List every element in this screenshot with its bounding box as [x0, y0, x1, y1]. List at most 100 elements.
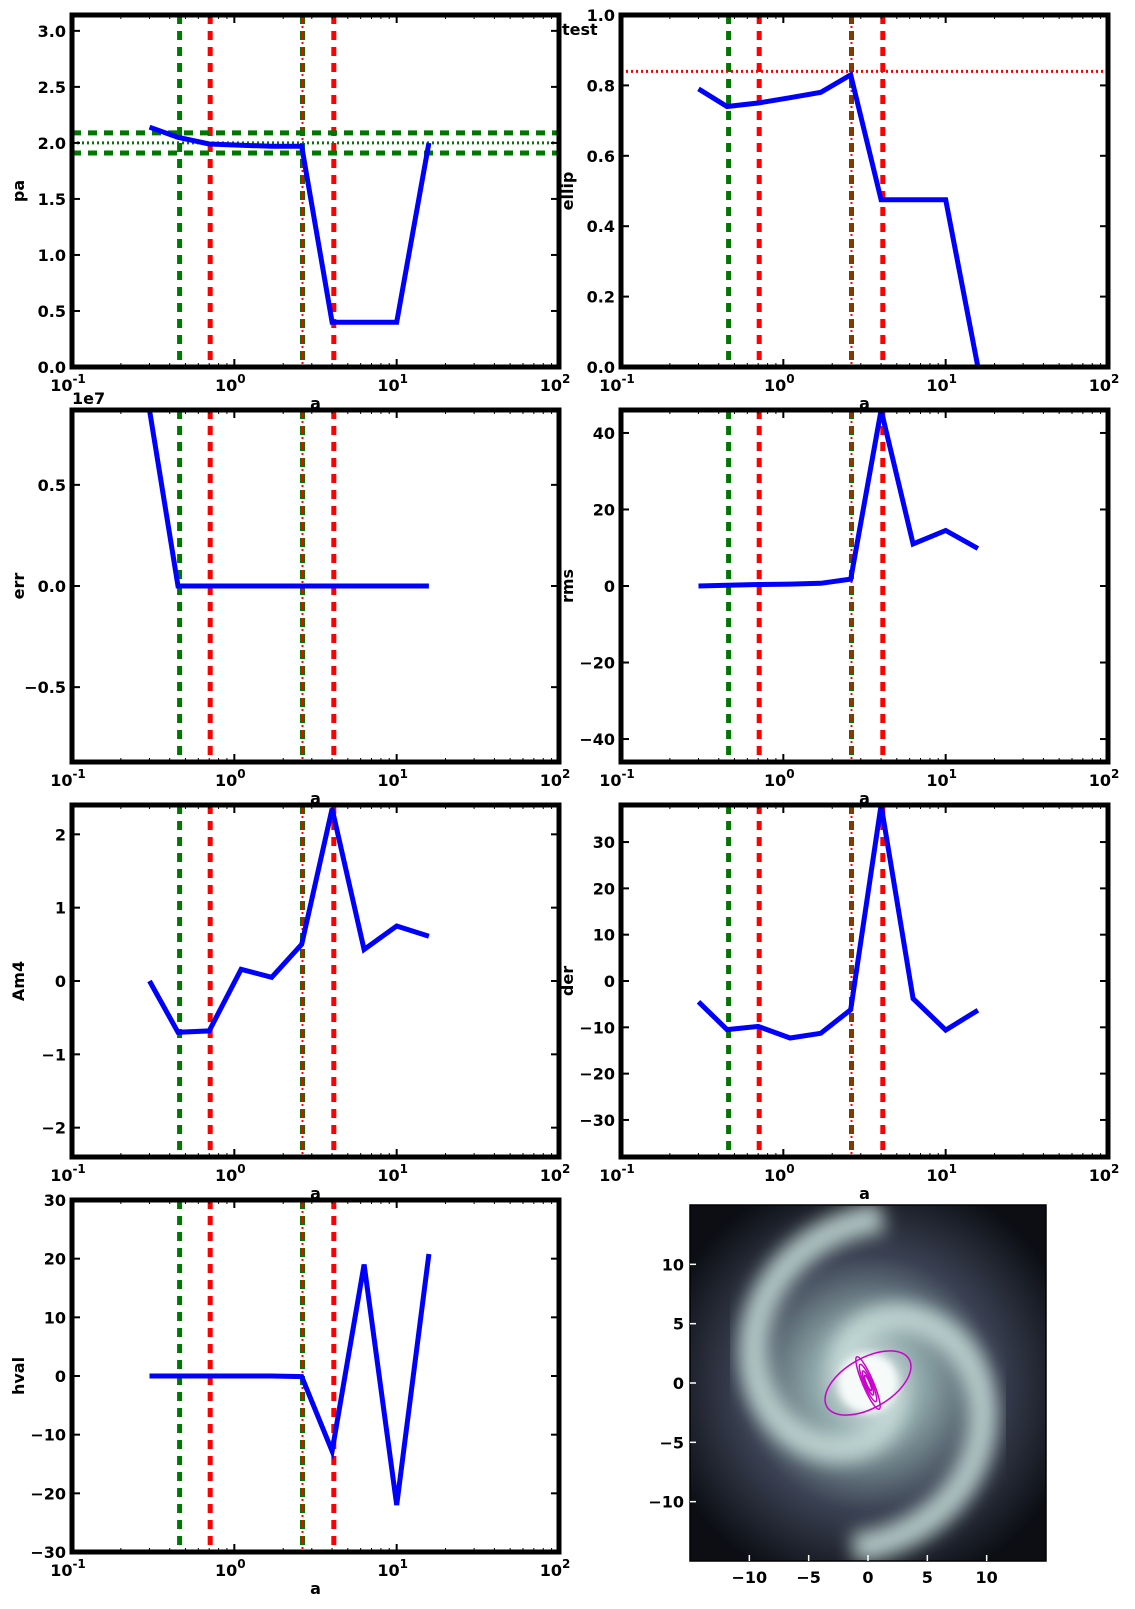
x-tick-label: 100	[215, 1162, 246, 1185]
x-tick-label: 102	[1089, 1162, 1120, 1185]
x-tick-label: 102	[540, 1162, 571, 1185]
chart-panel-err: −0.5 0.0 0.5 10-1 100 101 102 err a 1e7	[9, 389, 570, 808]
x-tick-label: 0	[862, 1568, 873, 1587]
y-tick-label: 0.8	[587, 76, 615, 95]
x-tick-label: 101	[377, 372, 408, 395]
plot-area	[698, 410, 980, 762]
x-tick-label: 10-1	[50, 767, 86, 790]
y-tick-label: 0	[673, 1374, 684, 1393]
y-axis-label: ellip	[558, 172, 577, 211]
y-tick-label: −1	[41, 1045, 66, 1064]
y-tick-label: 1.5	[38, 190, 66, 209]
x-tick-label: 10-1	[50, 1162, 86, 1185]
y-tick-label: 30	[44, 1191, 66, 1210]
chart-panel-hval: −30 −20 −10 0 10 20 30 10-1 100 101 102 hval a	[9, 1191, 570, 1598]
x-tick-label: 102	[540, 1557, 571, 1580]
y-tick-label: 0.2	[587, 288, 615, 307]
y-tick-label: 1.0	[38, 246, 66, 265]
x-tick-label: 100	[215, 372, 246, 395]
x-axis-label: a	[859, 789, 870, 808]
y-tick-label: −30	[579, 1111, 615, 1130]
y-tick-label: −10	[579, 1018, 615, 1037]
y-tick-label: −20	[579, 654, 615, 673]
series-line-err	[147, 410, 429, 589]
axes-frame	[618, 407, 1111, 765]
spiral-arm	[738, 1205, 905, 1464]
y-tick-label: −40	[579, 730, 615, 749]
x-tick-label: 100	[764, 372, 795, 395]
x-axis-label: a	[310, 1579, 321, 1598]
x-tick-label: 10-1	[50, 1557, 86, 1580]
x-tick-label: 102	[1089, 767, 1120, 790]
y-tick-label: 0.0	[38, 358, 66, 377]
x-tick-label: −10	[731, 1568, 767, 1587]
y-tick-label: 0.0	[38, 577, 66, 596]
chart-panel-Am4: −2 −1 0 1 2 10-1 100 101 102 Am4 a	[9, 802, 571, 1203]
plot-area	[696, 805, 980, 1157]
y-tick-label: 0.0	[587, 358, 615, 377]
y-axis-label: err	[9, 573, 28, 600]
y-tick-label: 30	[593, 833, 615, 852]
galaxy-image	[690, 1205, 1046, 1561]
y-axis-label: hval	[9, 1357, 28, 1395]
y-axis-label: rms	[558, 569, 577, 603]
y-tick-label: 2	[55, 825, 66, 844]
y-tick-label: 0.4	[587, 217, 615, 236]
image-panel: −10 −5 0 5 10 −10 −5 0 5 10	[648, 1204, 1047, 1587]
y-tick-label: −20	[579, 1065, 615, 1084]
y-tick-label: 20	[593, 879, 615, 898]
y-tick-label: 5	[673, 1315, 684, 1334]
series-line-rms	[698, 410, 980, 589]
y-axis-label: der	[558, 966, 577, 996]
spiral-arms	[738, 1205, 998, 1561]
x-tick-label: 101	[377, 767, 408, 790]
y-tick-label: −20	[30, 1484, 66, 1503]
y-tick-label: −10	[648, 1493, 684, 1512]
y-tick-label: −0.5	[24, 678, 66, 697]
isophote-ellipse	[863, 1374, 873, 1392]
y-tick-label: 0	[604, 577, 615, 596]
y-tick-label: −30	[30, 1543, 66, 1562]
x-tick-label: 10	[976, 1568, 998, 1587]
plot-area	[72, 15, 559, 367]
y-tick-label: 10	[662, 1255, 684, 1274]
y-tick-label: 20	[44, 1250, 66, 1269]
chart-panel-rms: −40 −20 0 20 40 10-1 100 101 102 rms a	[558, 407, 1120, 808]
y-tick-label: 0.6	[587, 147, 615, 166]
plot-area	[147, 410, 429, 762]
y-tick-label: 10	[593, 926, 615, 945]
chart-panel-der: −30 −20 −10 0 10 20 30 10-1 100 101 102 der a	[558, 802, 1120, 1203]
y-tick-label: 40	[593, 424, 615, 443]
y-tick-label: −5	[659, 1433, 684, 1452]
spiral-arm	[831, 1302, 998, 1561]
axes-frame	[69, 1197, 562, 1555]
x-tick-label: 101	[926, 767, 957, 790]
y-axis-label: pa	[9, 180, 28, 202]
galaxy-core	[838, 1353, 898, 1413]
x-tick-label: 102	[540, 372, 571, 395]
plot-area	[621, 15, 1108, 367]
series-line-der	[696, 805, 980, 1041]
x-tick-label: 100	[215, 1557, 246, 1580]
x-tick-label: 102	[1089, 372, 1120, 395]
y-tick-label: 2.0	[38, 134, 66, 153]
plot-area	[147, 805, 430, 1157]
y-tick-label: 2.5	[38, 78, 66, 97]
x-tick-label: 10-1	[599, 1162, 635, 1185]
x-tick-label: 100	[764, 1162, 795, 1185]
y-tick-label: −10	[30, 1426, 66, 1445]
series-line-ellip	[697, 70, 981, 367]
isophote-ellipse	[861, 1370, 875, 1396]
x-tick-label: 5	[922, 1568, 933, 1587]
x-tick-label: 102	[540, 767, 571, 790]
y-tick-label: −2	[41, 1119, 66, 1138]
chart-panel-ellip: 0.0 0.2 0.4 0.6 0.8 1.0 10-1 100 101 102 ellip a	[558, 6, 1119, 413]
x-tick-label: 101	[377, 1162, 408, 1185]
x-axis-label: a	[310, 394, 321, 413]
axes-frame	[618, 12, 1111, 370]
axes-frame	[69, 12, 562, 370]
isophote-ellipse	[855, 1355, 881, 1411]
plot-area	[149, 1200, 432, 1552]
